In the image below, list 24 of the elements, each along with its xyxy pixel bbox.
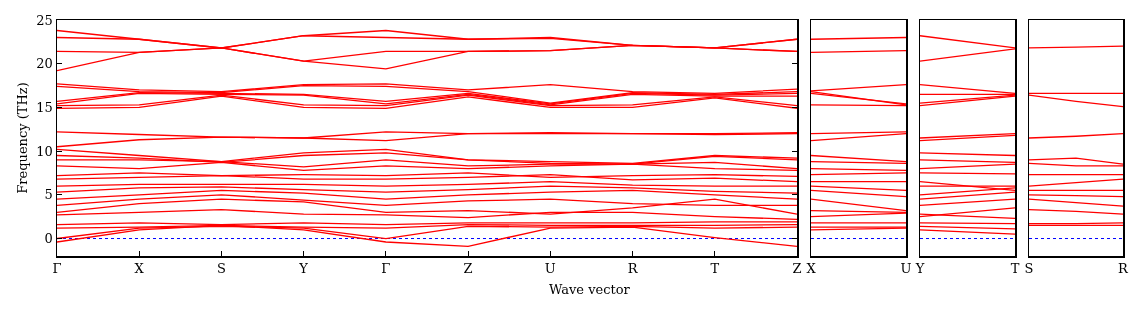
x-tick-label: Y [298, 261, 309, 277]
x-tick-label: Z [792, 261, 802, 277]
x-tick-label: Γ [52, 261, 62, 277]
x-tick-label: R [1118, 261, 1130, 277]
x-axis-title: Wave vector [549, 282, 631, 297]
y-tick-label: 0 [44, 231, 53, 247]
y-tick-label: 25 [36, 12, 53, 28]
x-tick-label: T [1010, 261, 1020, 277]
x-tick-label: U [900, 261, 912, 277]
x-tick-label: R [627, 261, 639, 277]
x-tick-label: Z [463, 261, 473, 277]
y-tick-label: 15 [36, 99, 53, 115]
x-tick-label: X [134, 261, 145, 277]
y-tick-label: 10 [36, 143, 53, 159]
x-tick-label: T [710, 261, 720, 277]
x-tick-label: X [806, 261, 817, 277]
x-tick-label: Γ [381, 261, 391, 277]
x-tick-label: U [544, 261, 556, 277]
y-axis-title: Frequency (THz) [14, 82, 30, 194]
y-tick-label: 5 [44, 187, 53, 203]
x-tick-label: S [1024, 261, 1034, 277]
y-tick-label: 20 [36, 56, 53, 72]
x-tick-label: Y [914, 261, 925, 277]
x-tick-label: S [216, 261, 226, 277]
